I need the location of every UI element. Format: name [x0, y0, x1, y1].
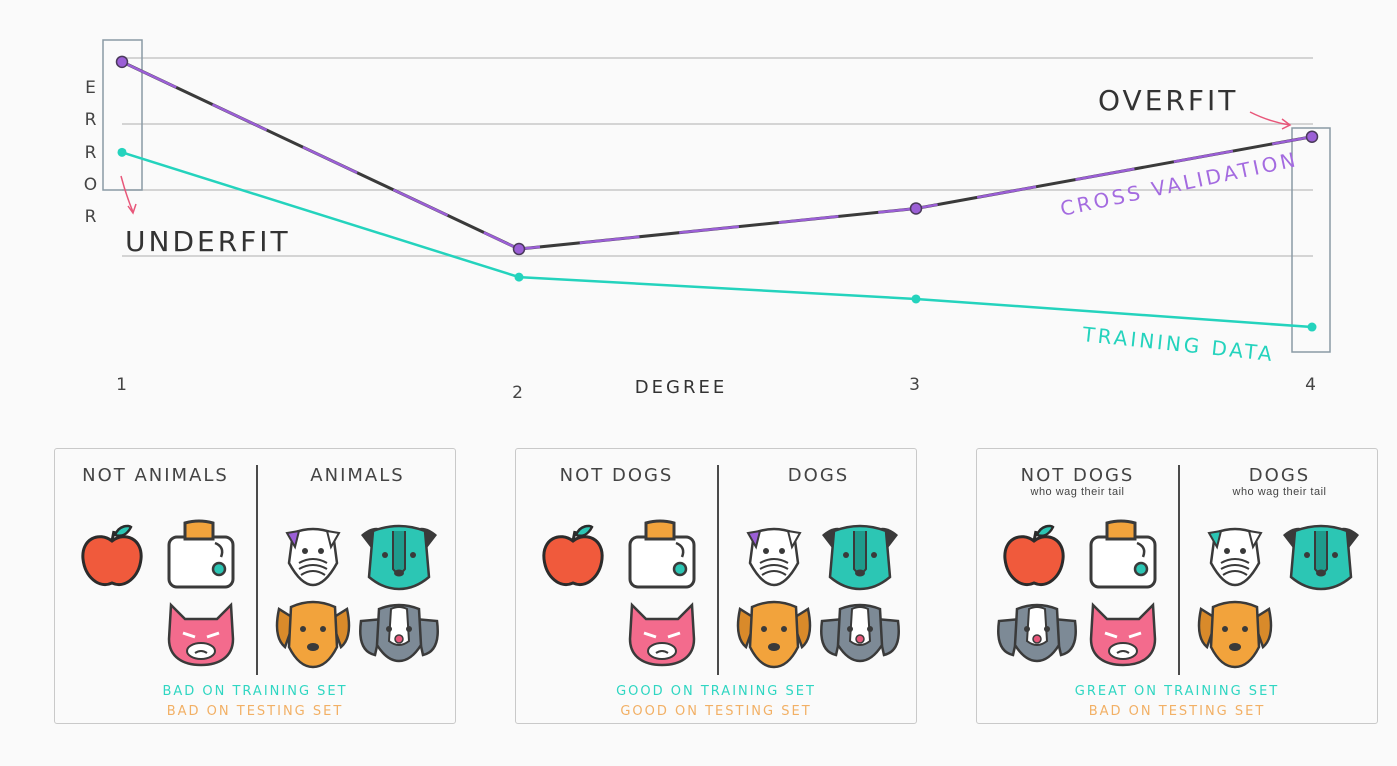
overfit-arrow: [1249, 111, 1291, 126]
training-set-verdict: GREAT ON TRAINING SET: [1074, 684, 1280, 699]
grey-dog-icon: [359, 603, 439, 663]
schnauzer-dog-icon: [1207, 527, 1263, 587]
schnauzer-dog-icon: [285, 527, 341, 587]
grey-dog-icon: [820, 603, 900, 663]
y-label-letter: R: [85, 110, 100, 130]
orange-dog-icon: [275, 600, 351, 669]
x-axis-label: DEGREE: [635, 377, 727, 398]
y-label-letter: R: [85, 143, 100, 163]
underfit-label: UNDERFIT: [125, 225, 291, 258]
y-label-letter: R: [85, 207, 100, 227]
panel-right-subtitle: who wag their tail: [1232, 486, 1327, 498]
training-set-verdict: BAD ON TRAINING SET: [162, 684, 348, 699]
underfit-highlight-box: [102, 39, 143, 191]
panel-left-subtitle: who wag their tail: [1030, 486, 1125, 498]
apple-icon: [1003, 524, 1065, 586]
overfit-label: OVERFIT: [1098, 84, 1238, 117]
training-data-series-label: TRAINING DATA: [1080, 322, 1276, 366]
x-tick-label: 3: [909, 375, 923, 395]
testing-set-verdict: GOOD ON TESTING SET: [620, 704, 812, 719]
y-axis-label: E R R O R: [84, 78, 100, 227]
panel-right-title: DOGS: [787, 465, 850, 486]
grey-dog-icon: [997, 603, 1077, 663]
overfit-arrowhead: [1281, 118, 1292, 130]
teal-dog-icon: [361, 524, 437, 591]
training-data-point-4: [1307, 322, 1317, 332]
x-tick-label: 1: [116, 375, 130, 395]
panel-left-title: NOT DOGS: [559, 465, 674, 486]
orange-dog-icon: [1197, 600, 1273, 669]
underfit-example-panel: NOT ANIMALS ANIMALS: [54, 448, 456, 724]
cross-validation-point-1: [115, 55, 129, 69]
apple-icon: [542, 524, 604, 586]
error-vs-degree-chart: E R R O R 1 2 3 4 DEGREE UNDERFIT OVERFI…: [84, 39, 1331, 403]
panel-divider: [256, 465, 258, 675]
teal-dog-icon: [822, 524, 898, 591]
x-tick-label: 2: [512, 383, 526, 403]
x-tick-label: 4: [1305, 375, 1319, 395]
cross-validation-line: [121, 60, 1313, 251]
overfit-highlight-box: [1291, 127, 1331, 353]
cross-validation-series-label: CROSS VALIDATION: [1058, 147, 1300, 221]
panel-right-title: DOGS: [1248, 465, 1311, 486]
training-set-verdict: GOOD ON TRAINING SET: [616, 684, 816, 699]
schnauzer-dog-icon: [746, 527, 802, 587]
grumpy-cat-icon: [628, 602, 696, 667]
panel-divider: [717, 465, 719, 675]
training-data-point-2: [514, 272, 524, 282]
cross-validation-point-2: [512, 242, 526, 256]
y-label-letter: O: [84, 175, 100, 195]
grumpy-cat-icon: [167, 602, 235, 667]
underfit-arrow: [120, 175, 134, 213]
panel-right-title: ANIMALS: [310, 465, 405, 486]
cross-validation-point-3: [909, 202, 923, 215]
testing-set-verdict: BAD ON TESTING SET: [1088, 704, 1266, 719]
toaster-icon: [167, 519, 235, 589]
teal-dog-icon: [1283, 524, 1359, 591]
training-data-line: [121, 151, 1313, 329]
underfit-arrowhead: [127, 203, 137, 215]
training-data-point-3: [911, 294, 921, 304]
panel-divider: [1178, 465, 1180, 675]
training-data-point-1: [117, 147, 127, 157]
apple-icon: [81, 524, 143, 586]
cross-validation-point-4: [1305, 130, 1319, 143]
panel-left-title: NOT ANIMALS: [82, 465, 229, 486]
orange-dog-icon: [736, 600, 812, 669]
grumpy-cat-icon: [1089, 602, 1157, 667]
toaster-icon: [1089, 519, 1157, 589]
toaster-icon: [628, 519, 696, 589]
good-fit-example-panel: NOT DOGS DOGS: [515, 448, 917, 724]
y-label-letter: E: [85, 78, 99, 98]
testing-set-verdict: BAD ON TESTING SET: [166, 704, 344, 719]
panel-left-title: NOT DOGS: [1020, 465, 1135, 486]
overfit-example-panel: NOT DOGS DOGS who wag their tail who wag…: [976, 448, 1378, 724]
